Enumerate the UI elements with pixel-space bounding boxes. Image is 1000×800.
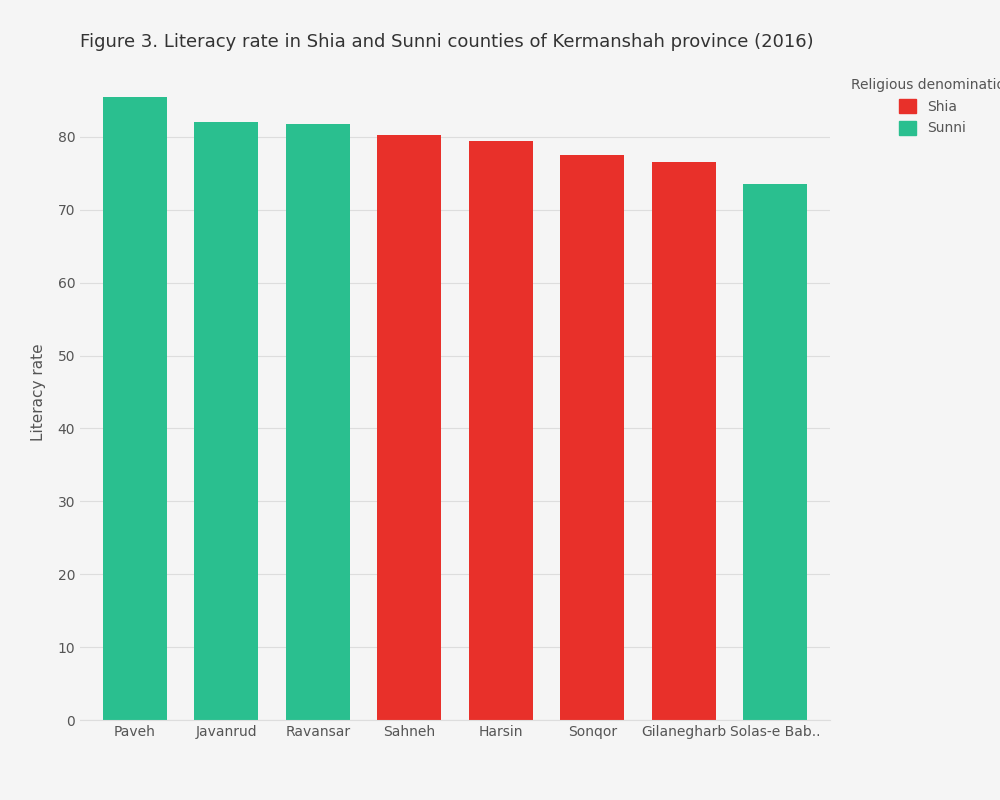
Bar [743, 184, 807, 720]
Bar [103, 97, 167, 720]
Bar [560, 155, 624, 720]
Bar [377, 134, 441, 720]
Bar [469, 141, 533, 720]
Legend: Shia, Sunni: Shia, Sunni [844, 71, 1000, 142]
Bar [652, 162, 716, 720]
Text: Figure 3. Literacy rate in Shia and Sunni counties of Kermanshah province (2016): Figure 3. Literacy rate in Shia and Sunn… [80, 34, 814, 51]
Bar [194, 122, 258, 720]
Y-axis label: Literacy rate: Literacy rate [31, 343, 46, 441]
Bar [286, 125, 350, 720]
